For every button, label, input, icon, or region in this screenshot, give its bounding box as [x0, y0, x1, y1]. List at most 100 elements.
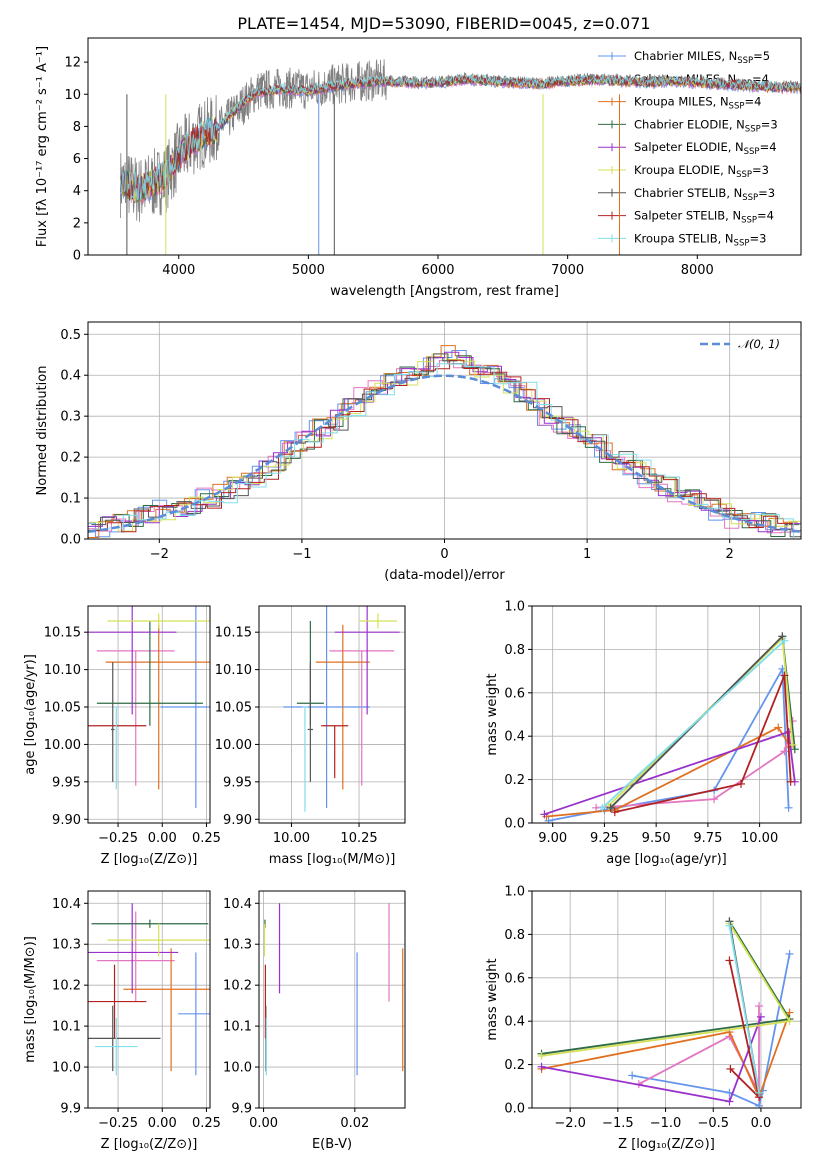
y-tick-label: 10.3 [223, 938, 252, 953]
panel-spectrum: 4000 5000 6000 7000 8000 0 2 4 6 8 10 12 wavelength … [35, 37, 802, 299]
grid-weight_vs_Z [532, 890, 801, 1109]
weight-marker [780, 747, 789, 756]
legend-label: Chabrier MILES, NSSP=5 [634, 49, 770, 66]
y-tick-label: 0.6 [504, 971, 525, 986]
y-tick-label: 0.0 [504, 1102, 525, 1117]
data-point [110, 662, 115, 782]
data-point [95, 1017, 138, 1076]
weight-marker [725, 1097, 734, 1106]
y-tick-label: 0.0 [60, 533, 81, 548]
residual-histogram [88, 350, 795, 538]
x-tick-label: 9.75 [693, 831, 722, 846]
residual-histogram [94, 363, 801, 539]
x-axis-label: E(B-V) [312, 1137, 352, 1152]
plot-area-mass_vs_ebv [263, 903, 404, 1076]
axes-frame-age_vs_Z [87, 605, 211, 824]
x-tick-label: 2 [726, 547, 734, 562]
data-point [178, 952, 210, 1076]
panel-mass_vs_Z: −0.25 0.00 0.25 9.9 10.0 10.1 10.2 10.3 10.4 Z [l… [23, 890, 221, 1152]
x-tick-label: 9.00 [538, 831, 567, 846]
y-tick-label: 10.4 [223, 897, 252, 912]
grid-age_vs_mass [259, 606, 405, 823]
data-point [88, 964, 147, 1039]
y-tick-label: 10 [64, 88, 81, 103]
x-axis-label: (data-model)/error [384, 568, 505, 583]
data-point [105, 624, 210, 790]
weight-marker [780, 636, 789, 645]
legend-label: Kroupa STELIB, NSSP=3 [634, 231, 766, 248]
weight-marker [610, 808, 619, 817]
axes-frame-weight_vs_Z [531, 890, 802, 1109]
weight-series-line [546, 726, 792, 818]
x-tick-label: 9.50 [642, 831, 671, 846]
axes-frame-mass_vs_Z [87, 890, 211, 1109]
x-tick-label: 0.25 [192, 1116, 221, 1131]
y-tick-label: 0.4 [504, 1015, 525, 1030]
weight-marker [537, 1051, 546, 1060]
x-tick-label: −1.5 [602, 1116, 634, 1131]
data-point [114, 706, 119, 790]
y-tick-label: 10.1 [223, 1020, 252, 1035]
panel-age_vs_mass: 10.00 10.25 9.90 9.95 10.00 10.05 10.10 10.15 ma… [215, 605, 406, 867]
data-point [107, 923, 210, 957]
plot-area-residuals [88, 345, 801, 539]
y-axis-label: mass weight [485, 958, 500, 1040]
gaussian-curve [88, 374, 801, 534]
y-tick-label: 9.9 [231, 1102, 252, 1117]
panel-age_vs_Z: −0.25 0.00 0.25 9.90 9.95 10.00 10.05 10.10 10.1… [23, 605, 221, 867]
x-tick-label: 6000 [421, 263, 454, 278]
grid-mass_vs_Z [88, 891, 210, 1109]
plot-area-mass_vs_Z [88, 903, 210, 1076]
x-tick-label: 8000 [681, 263, 714, 278]
y-tick-label: 0.2 [60, 451, 81, 466]
y-tick-label: 0.2 [504, 773, 525, 788]
y-tick-label: 0.4 [60, 369, 81, 384]
residual-histogram [91, 353, 801, 538]
data-point [91, 919, 209, 928]
legend-label: Chabrier ELODIE, NSSP=3 [634, 117, 778, 134]
weight-marker [755, 1002, 764, 1011]
panel-mass_vs_ebv: 0.00 0.02 9.9 10.0 10.1 10.2 10.3 10.4 E(B-V) [223, 890, 406, 1152]
data-point [96, 620, 203, 726]
data-point [302, 706, 308, 812]
x-tick-label: −2.0 [554, 1116, 586, 1131]
y-tick-label: 0.0 [504, 817, 525, 832]
axes-frame-weight_vs_age [531, 605, 802, 824]
x-tick-label: 0.00 [249, 1116, 278, 1131]
data-point [359, 613, 397, 629]
y-tick-label: 0.2 [504, 1058, 525, 1073]
y-tick-label: 0.1 [60, 492, 81, 507]
data-point [160, 606, 210, 809]
y-tick-label: 10.15 [215, 626, 252, 641]
y-axis-label: age [log₁₀(age/yr)] [23, 654, 38, 775]
weight-marker [785, 949, 794, 958]
y-tick-label: 4 [73, 184, 81, 199]
weight-marker [606, 803, 615, 812]
axes-frame-age_vs_mass [258, 605, 406, 824]
y-tick-label: 9.90 [223, 813, 252, 828]
residual-histogram [93, 359, 801, 533]
data-point [88, 903, 179, 994]
x-tick-label: 10.00 [273, 831, 310, 846]
x-tick-label: −0.25 [98, 1116, 138, 1131]
weight-series-line [614, 675, 792, 813]
x-tick-label: 0.25 [192, 831, 221, 846]
weight-marker [736, 779, 745, 788]
weight-marker [780, 671, 789, 680]
data-point [107, 613, 210, 629]
panel-residuals: −2 −1 0 1 2 0.0 0.1 0.2 0.3 0.4 0.5 (data-model)/er… [35, 321, 802, 583]
data-point [334, 606, 400, 715]
x-axis-label: Z [log₁₀(Z/Z⊙)] [618, 1137, 715, 1152]
model-spectrum-line [120, 73, 801, 201]
y-tick-label: 9.95 [223, 775, 252, 790]
y-tick-label: 0.4 [504, 730, 525, 745]
y-tick-label: 10.2 [52, 979, 81, 994]
x-tick-label: −1 [292, 547, 311, 562]
x-axis-label: Z [log₁₀(Z/Z⊙)] [101, 1137, 198, 1152]
x-tick-label: 5000 [292, 263, 325, 278]
weight-marker [784, 803, 793, 812]
x-tick-label: −1.0 [650, 1116, 682, 1131]
x-axis-label: age [log₁₀(age/yr)] [606, 852, 727, 867]
panel-weight_vs_age: 9.00 9.25 9.50 9.75 10.00 0.0 0.2 0.4 0.6 0.8 1.0 a… [485, 600, 802, 867]
plot-area-age_vs_Z [88, 606, 210, 809]
